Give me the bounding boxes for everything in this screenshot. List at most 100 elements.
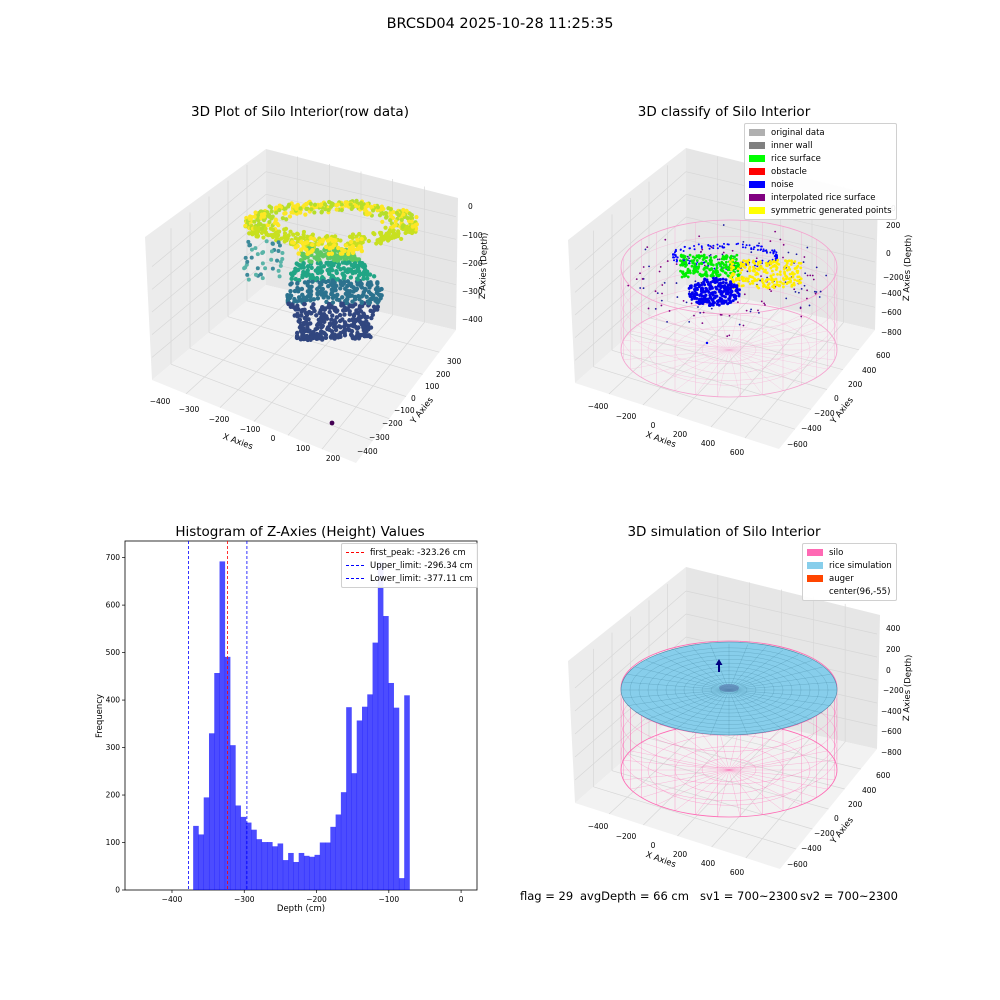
p1-point	[391, 210, 396, 215]
p1-point	[326, 251, 332, 257]
hist-bar	[346, 707, 352, 890]
p2-point	[749, 310, 752, 313]
p2-point	[717, 298, 721, 302]
p1-point	[309, 265, 314, 271]
p1-point	[263, 266, 268, 271]
p2-point	[818, 296, 821, 298]
p2-point	[762, 250, 765, 253]
p2-point	[690, 302, 693, 305]
p2-point	[700, 245, 703, 248]
p2-ytick: 0	[834, 394, 839, 403]
hist-bar	[356, 720, 363, 890]
p2-point	[707, 299, 711, 303]
p1-point	[338, 286, 343, 291]
p1-point	[348, 202, 353, 207]
p1-point	[326, 295, 331, 300]
p2-point	[672, 256, 675, 259]
p1-point	[315, 266, 321, 271]
p2-point	[711, 299, 715, 303]
p1-point	[361, 324, 366, 329]
p2-point	[675, 263, 678, 266]
p1-point	[369, 315, 374, 321]
p2-point	[721, 253, 724, 256]
p2-point	[788, 267, 792, 271]
grid-line	[574, 171, 687, 270]
p4-ztick: −200	[883, 686, 904, 695]
silo-floor-spoke	[674, 769, 730, 811]
p1-point	[295, 267, 301, 273]
p2-point	[764, 285, 768, 289]
legend-item-original-data: original data	[749, 126, 892, 139]
p2-point	[717, 261, 721, 265]
p4-mesh-spoke	[728, 654, 799, 691]
p4-mesh-spoke	[710, 689, 730, 736]
p1-point	[317, 239, 323, 244]
p2-point	[764, 279, 768, 283]
p2-point	[700, 254, 704, 258]
p2-ytick: −200	[814, 409, 835, 418]
p2-point	[778, 273, 782, 276]
p1-point	[350, 257, 356, 263]
p1-point	[308, 235, 314, 241]
p2-point	[812, 278, 815, 281]
p2-point	[724, 278, 728, 282]
hist-ytick-label: 100	[106, 838, 121, 847]
p2-point	[704, 270, 708, 274]
p2-point	[783, 270, 786, 274]
p4-ztick: −600	[881, 727, 902, 736]
p4-surface-dip	[719, 684, 739, 692]
p1-point	[301, 320, 306, 326]
p2-zlabel: Z Axies (Depth)	[902, 234, 914, 301]
p1-point	[249, 247, 254, 252]
p2-point	[750, 279, 754, 283]
p1-point	[282, 231, 288, 236]
p1-point	[393, 219, 398, 224]
p1-point	[361, 312, 367, 318]
p1-point	[315, 322, 320, 328]
p2-point	[674, 254, 677, 257]
p2-point	[782, 256, 784, 259]
p1-point	[360, 240, 365, 245]
p2-point	[774, 277, 778, 281]
p2-point	[728, 334, 731, 337]
p2-point	[642, 287, 645, 290]
silo-floor-spoke	[728, 305, 763, 351]
p1-point	[352, 294, 358, 300]
p1-point	[295, 285, 300, 291]
hist-bar	[314, 854, 321, 890]
p2-point	[709, 273, 713, 277]
p1-point	[361, 276, 366, 281]
p2-point	[733, 284, 737, 288]
p1-point	[259, 226, 265, 231]
hist-bar	[309, 856, 315, 890]
p2-point	[676, 256, 679, 259]
p2-point	[794, 291, 797, 293]
p2-point	[758, 242, 760, 245]
p4-ytick: −400	[801, 844, 822, 853]
p2-ytick: 600	[876, 351, 891, 360]
p1-point	[293, 307, 298, 312]
p2-point	[761, 259, 764, 262]
p1-point	[304, 201, 309, 207]
p2-point	[797, 279, 801, 283]
p4-mesh-spoke	[728, 644, 748, 691]
silo-floor-spoke	[728, 729, 784, 771]
p2-point	[753, 264, 756, 267]
silo-floor-spoke	[728, 322, 817, 351]
p2-point	[806, 289, 809, 292]
p1-point	[387, 228, 392, 233]
p1-point	[354, 333, 359, 339]
p1-point	[375, 205, 381, 210]
p2-point	[647, 307, 650, 310]
p2-point	[694, 287, 698, 291]
p2-point	[809, 274, 812, 277]
p1-point	[331, 305, 336, 310]
p2-point	[724, 299, 728, 303]
hist-bar	[267, 842, 273, 890]
p2-point	[686, 275, 690, 279]
p2-point	[737, 292, 741, 296]
p2-point	[668, 310, 671, 312]
p1-point	[301, 245, 306, 250]
p2-point	[799, 261, 803, 265]
p1-point	[302, 280, 308, 285]
